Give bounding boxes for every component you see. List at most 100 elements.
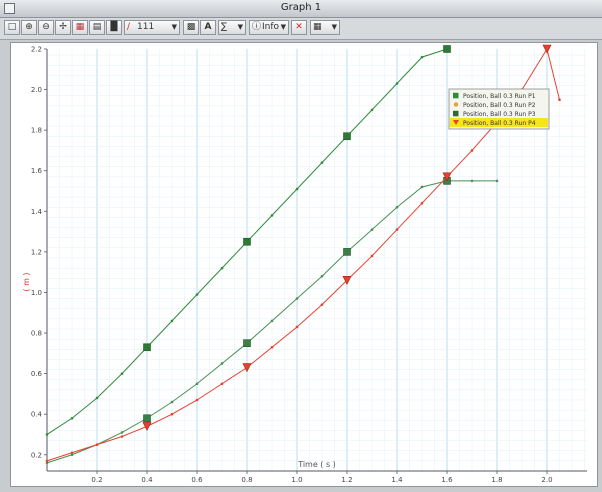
data-point[interactable] [121,372,124,375]
data-marker[interactable] [144,344,151,351]
data-marker[interactable] [344,133,351,140]
plot-area[interactable]: 0.2 0.4 0.6 0.8 1.0 1.2 1.4 1.6 1.8 2.0 0.2 0.4 0.6 0… [10,42,598,487]
stats-button[interactable]: █ [106,20,122,35]
legend-swatch [453,93,459,99]
close-icon: ✕ [295,21,303,34]
data-point[interactable] [221,267,224,270]
data-point[interactable] [71,451,74,454]
y-tick-label: 0.2 [31,451,42,459]
data-point[interactable] [46,460,49,463]
chart-button[interactable]: ▤ [89,20,105,35]
info-select[interactable]: ⓘ Info ▼ [249,20,289,35]
tangent-icon: ∕ [127,21,130,34]
data-point[interactable] [371,109,374,112]
data-point[interactable] [558,98,561,101]
data-point[interactable] [171,413,174,416]
text-icon: A [205,21,212,34]
pan-button[interactable]: ✢ [55,20,71,35]
legend-entry[interactable]: Position, Ball 0.3 Run P1 [463,93,536,100]
chevron-down-icon: ▼ [172,21,177,34]
data-point[interactable] [271,214,274,217]
text-button[interactable]: A [200,20,216,35]
data-point[interactable] [396,228,399,231]
data-point[interactable] [221,382,224,385]
table-icon: ▩ [187,21,196,34]
annotate-select[interactable]: ∑ ▼ [218,20,246,35]
data-point[interactable] [46,433,49,436]
data-point[interactable] [421,186,424,189]
data-marker[interactable] [144,415,151,422]
x-tick-label: 1.6 [441,476,453,484]
legend-entry[interactable]: Position, Ball 0.3 Run P3 [463,111,536,118]
data-marker[interactable] [243,364,251,372]
title-bar[interactable]: Graph 1 [0,0,602,18]
data-point[interactable] [171,320,174,323]
data-marker[interactable] [143,422,151,430]
data-point[interactable] [221,362,224,365]
graph-button[interactable]: ▦ [72,20,88,35]
legend[interactable]: Position, Ball 0.3 Run P1 Position, Ball … [449,89,549,129]
data-point[interactable] [471,149,474,152]
data-point[interactable] [296,188,299,191]
info-select-label: Info [262,22,279,32]
data-point[interactable] [96,397,99,400]
zoom-in-icon: ⊕ [25,21,33,34]
data-point[interactable] [321,303,324,306]
data-point[interactable] [421,202,424,205]
data-point[interactable] [371,255,374,258]
data-marker[interactable] [244,340,251,347]
x-tick-label: 0.2 [91,476,102,484]
data-point[interactable] [371,228,374,231]
data-point[interactable] [196,293,199,296]
zoom-out-button[interactable]: ⊖ [38,20,54,35]
tangent-select[interactable]: ∕ 111 ▼ [124,20,180,35]
data-point[interactable] [121,431,124,434]
series-1[interactable] [46,46,451,436]
x-tick-label: 0.4 [141,476,153,484]
data-marker[interactable] [344,248,351,255]
chevron-down-icon: ▼ [238,21,243,34]
data-marker[interactable] [444,46,451,53]
y-tick-label: 1.0 [31,289,42,297]
x-tick-label: 0.6 [191,476,203,484]
data-marker[interactable] [244,238,251,245]
y-tick-label: 1.6 [31,167,43,175]
data-point[interactable] [271,320,274,323]
data-marker[interactable] [543,45,551,53]
page-button[interactable]: □ [4,20,20,35]
data-point[interactable] [296,326,299,329]
y-tick-label: 0.4 [31,411,43,419]
table-button[interactable]: ▩ [183,20,199,35]
data-point[interactable] [171,401,174,404]
zoom-out-icon: ⊖ [42,21,50,34]
data-point[interactable] [96,443,99,446]
view-select[interactable]: ▦ ▼ [310,20,340,35]
legend-entry[interactable]: Position, Ball 0.3 Run P4 [463,120,536,127]
zoom-in-button[interactable]: ⊕ [21,20,37,35]
data-point[interactable] [321,161,324,164]
y-tick-label: 0.8 [31,330,42,338]
data-point[interactable] [471,180,474,183]
graph-icon: ▦ [76,21,85,34]
data-point[interactable] [396,206,399,209]
chevron-down-icon: ▼ [332,21,337,34]
y-tick-label: 2.2 [31,46,42,54]
legend-entry[interactable]: Position, Ball 0.3 Run P2 [463,102,536,109]
chevron-down-icon: ▼ [281,21,286,34]
data-point[interactable] [196,382,199,385]
data-point[interactable] [271,346,274,349]
data-point[interactable] [121,435,124,438]
stats-icon: █ [111,21,118,34]
data-point[interactable] [71,417,74,420]
y-tick-label: 1.8 [31,127,42,135]
position-time-chart[interactable]: 0.2 0.4 0.6 0.8 1.0 1.2 1.4 1.6 1.8 2.0 0.2 0.4 0.6 0… [11,43,597,486]
data-point[interactable] [296,297,299,300]
delete-button[interactable]: ✕ [291,20,307,35]
data-point[interactable] [321,275,324,278]
data-point[interactable] [496,180,499,183]
data-point[interactable] [196,399,199,402]
pan-icon: ✢ [59,21,67,34]
data-point[interactable] [396,82,399,85]
data-point[interactable] [421,56,424,59]
